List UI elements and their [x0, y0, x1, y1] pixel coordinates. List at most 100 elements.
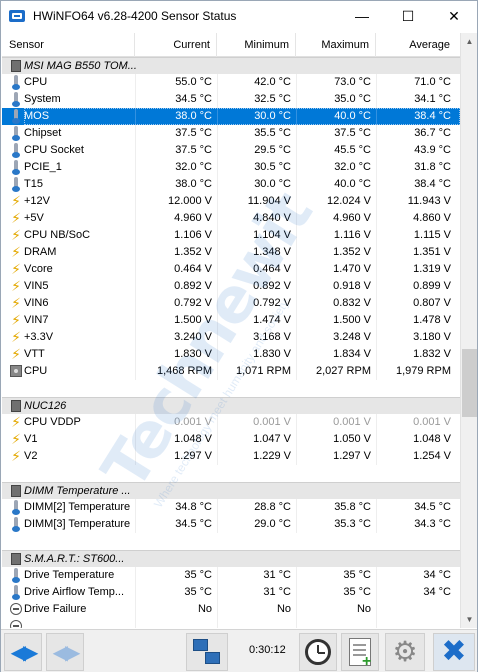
- column-divider: [217, 108, 218, 125]
- maximum-value: 45.5 °C: [334, 144, 371, 156]
- minimum-value: 3.168 V: [253, 331, 291, 343]
- voltage-icon: ⚡: [11, 227, 21, 243]
- logging-button[interactable]: +: [341, 633, 379, 671]
- sensor-group-row[interactable]: S.M.A.R.T.: ST600...: [2, 550, 460, 567]
- column-divider: [217, 176, 218, 193]
- column-divider: [376, 414, 377, 431]
- sensor-row[interactable]: ⚡ +3.3V 3.240 V 3.168 V 3.248 V 3.180 V: [2, 329, 460, 346]
- column-header-minimum[interactable]: Minimum: [217, 33, 296, 57]
- focus-outline: [24, 108, 460, 125]
- column-divider: [296, 363, 297, 380]
- average-value: 1.832 V: [413, 348, 451, 360]
- maximum-value: 32.0 °C: [334, 161, 371, 173]
- sensor-name: Drive Temperature: [24, 569, 115, 581]
- column-divider: [296, 74, 297, 91]
- navigate-sensors-button[interactable]: ◀▶: [4, 633, 42, 671]
- sensor-row[interactable]: ⚡ VTT 1.830 V 1.830 V 1.834 V 1.832 V: [2, 346, 460, 363]
- sensor-row[interactable]: Drive Temperature 35 °C 31 °C 35 °C 34 °C: [2, 567, 460, 584]
- average-value: 38.4 °C: [414, 178, 451, 190]
- sensor-row[interactable]: PCIE_1 32.0 °C 30.5 °C 32.0 °C 31.8 °C: [2, 159, 460, 176]
- sensor-row[interactable]: System 34.5 °C 32.5 °C 35.0 °C 34.1 °C: [2, 91, 460, 108]
- sensor-row[interactable]: ⚡ +5V 4.960 V 4.840 V 4.960 V 4.860 V: [2, 210, 460, 227]
- maximum-value: 35 °C: [343, 586, 371, 598]
- column-divider: [217, 210, 218, 227]
- sensor-row[interactable]: DIMM[3] Temperature 34.5 °C 29.0 °C 35.3 °C…: [2, 516, 460, 533]
- column-divider: [217, 278, 218, 295]
- maximum-value: 2,027 RPM: [315, 365, 371, 377]
- sensor-name: T15: [24, 178, 43, 190]
- window-title: HWiNFO64 v6.28-4200 Sensor Status: [33, 9, 237, 23]
- sensor-group-row[interactable]: MSI MAG B550 TOM...: [2, 57, 460, 74]
- scroll-thumb[interactable]: [462, 349, 477, 417]
- column-divider: [135, 618, 136, 628]
- sensor-table[interactable]: Sensor Current Minimum Maximum Average M…: [2, 33, 460, 628]
- sensor-row[interactable]: [2, 618, 460, 628]
- navigate-sensors-secondary-button[interactable]: ◀▶: [46, 633, 84, 671]
- sensor-row[interactable]: CPU Socket 37.5 °C 29.5 °C 45.5 °C 43.9 °C: [2, 142, 460, 159]
- column-divider: [217, 295, 218, 312]
- average-value: 1.254 V: [413, 450, 451, 462]
- sensor-row[interactable]: ⚡ VIN5 0.892 V 0.892 V 0.918 V 0.899 V: [2, 278, 460, 295]
- column-divider: [376, 584, 377, 601]
- maximum-value: 40.0 °C: [334, 178, 371, 190]
- sensor-row[interactable]: Drive Failure No No No: [2, 601, 460, 618]
- sensor-row[interactable]: Chipset 37.5 °C 35.5 °C 37.5 °C 36.7 °C: [2, 125, 460, 142]
- sensor-row[interactable]: ⚡ CPU VDDP 0.001 V 0.001 V 0.001 V 0.001 V: [2, 414, 460, 431]
- sensor-row[interactable]: ⚡ V1 1.048 V 1.047 V 1.050 V 1.048 V: [2, 431, 460, 448]
- sensor-row[interactable]: ⚡ VIN6 0.792 V 0.792 V 0.832 V 0.807 V: [2, 295, 460, 312]
- current-value: 37.5 °C: [175, 144, 212, 156]
- scroll-up-arrow[interactable]: ▲: [465, 37, 474, 46]
- sensor-row[interactable]: ⚡ +12V 12.000 V 11.904 V 12.024 V 11.943 V: [2, 193, 460, 210]
- sensor-row[interactable]: ⚡ V2 1.297 V 1.229 V 1.297 V 1.254 V: [2, 448, 460, 465]
- average-value: 43.9 °C: [414, 144, 451, 156]
- column-divider: [217, 516, 218, 533]
- current-value: 55.0 °C: [175, 76, 212, 88]
- minimum-value: 30.5 °C: [254, 161, 291, 173]
- column-divider: [296, 414, 297, 431]
- column-header-maximum[interactable]: Maximum: [296, 33, 376, 57]
- sensor-name: VIN7: [24, 314, 49, 326]
- sensor-row[interactable]: ⚡ DRAM 1.352 V 1.348 V 1.352 V 1.351 V: [2, 244, 460, 261]
- sensor-row[interactable]: ⚡ Vcore 0.464 V 0.464 V 1.470 V 1.319 V: [2, 261, 460, 278]
- close-window-button[interactable]: ✕: [448, 7, 460, 24]
- maximum-value: 40.0 °C: [334, 110, 371, 122]
- sensor-rows: MSI MAG B550 TOM... CPU 55.0 °C 42.0 °C 73.0…: [2, 57, 460, 628]
- title-bar[interactable]: HWiNFO64 v6.28-4200 Sensor Status — ☐ ✕: [1, 1, 477, 31]
- column-divider: [296, 567, 297, 584]
- sensor-name: CPU: [24, 76, 48, 88]
- average-value: 1,979 RPM: [395, 365, 451, 377]
- thermometer-icon: [10, 568, 22, 583]
- sensor-group-row[interactable]: DIMM Temperature ...: [2, 482, 460, 499]
- vertical-scrollbar[interactable]: ▲ ▼: [460, 33, 477, 628]
- column-divider: [296, 227, 297, 244]
- column-divider: [296, 91, 297, 108]
- sensor-row[interactable]: ⚡ VIN7 1.500 V 1.474 V 1.500 V 1.478 V: [2, 312, 460, 329]
- sensor-row[interactable]: CPU 55.0 °C 42.0 °C 73.0 °C 71.0 °C: [2, 74, 460, 91]
- column-header-average[interactable]: Average: [409, 39, 450, 51]
- column-divider: [217, 193, 218, 210]
- maximize-button[interactable]: ☐: [401, 7, 415, 24]
- column-divider: [217, 91, 218, 108]
- close-sensors-button[interactable]: ✖: [433, 633, 475, 671]
- minimize-button[interactable]: —: [355, 8, 369, 24]
- minimum-value: 0.792 V: [253, 297, 291, 309]
- sensor-row[interactable]: CPU 1,468 RPM 1,071 RPM 2,027 RPM 1,979 RPM: [2, 363, 460, 380]
- sensor-row[interactable]: T15 38.0 °C 30.0 °C 40.0 °C 38.4 °C: [2, 176, 460, 193]
- column-header-current[interactable]: Current: [135, 33, 217, 57]
- minimum-value: 30.0 °C: [254, 178, 291, 190]
- current-value: 37.5 °C: [175, 127, 212, 139]
- settings-button[interactable]: ⚙: [385, 633, 425, 671]
- scroll-down-arrow[interactable]: ▼: [465, 615, 474, 624]
- sensor-row[interactable]: Drive Airflow Temp... 35 °C 31 °C 35 °C 34 °…: [2, 584, 460, 601]
- thermometer-icon: [10, 585, 22, 600]
- column-divider: [296, 618, 297, 628]
- network-button[interactable]: [186, 633, 228, 671]
- reset-timer-button[interactable]: [299, 633, 337, 671]
- column-header-sensor[interactable]: Sensor: [2, 33, 135, 57]
- sensor-row[interactable]: MOS 38.0 °C 30.0 °C 40.0 °C 38.4 °C: [2, 108, 460, 125]
- current-value: 38.0 °C: [175, 178, 212, 190]
- sensor-group-row[interactable]: NUC126: [2, 397, 460, 414]
- column-divider: [296, 176, 297, 193]
- sensor-row[interactable]: DIMM[2] Temperature 34.8 °C 28.8 °C 35.8 °C…: [2, 499, 460, 516]
- sensor-row[interactable]: ⚡ CPU NB/SoC 1.106 V 1.104 V 1.116 V 1.115 V: [2, 227, 460, 244]
